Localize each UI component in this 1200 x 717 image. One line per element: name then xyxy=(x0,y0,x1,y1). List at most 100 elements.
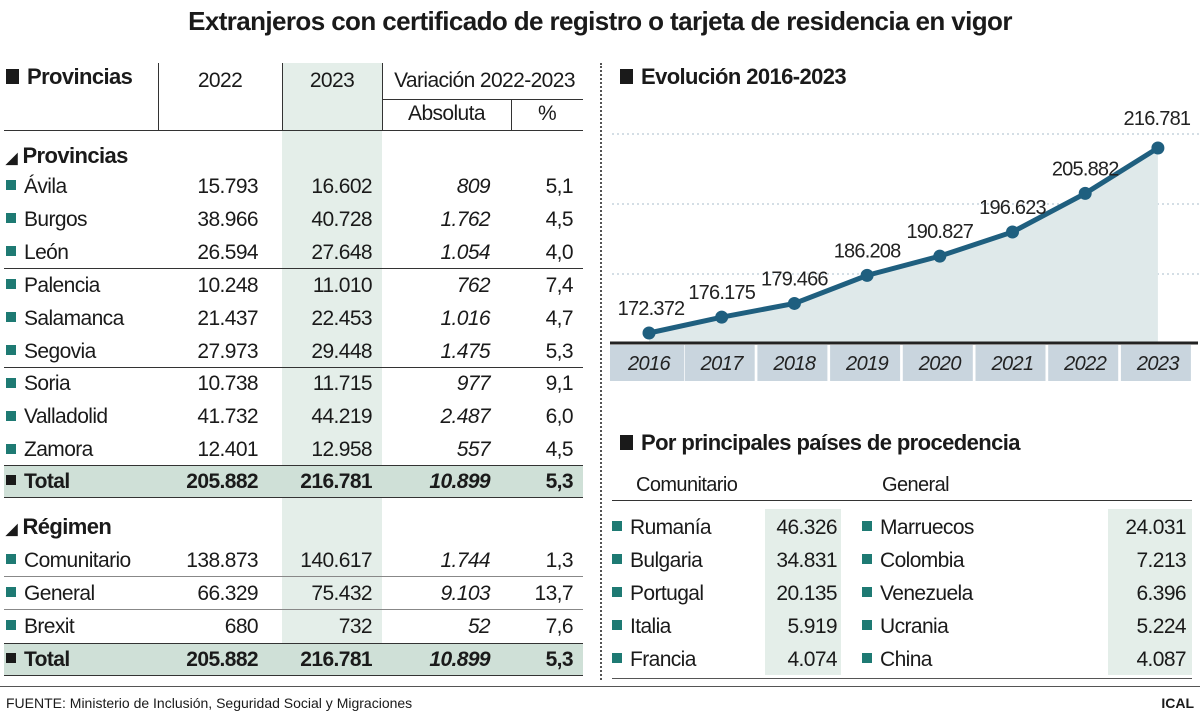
value-2023: 29.448 xyxy=(311,339,372,363)
value-absolute: 10.899 xyxy=(429,648,490,671)
country-value: 5.224 xyxy=(1136,615,1186,638)
bullet-icon xyxy=(6,554,16,565)
country-value: 24.031 xyxy=(1125,516,1186,539)
value-2022: 680 xyxy=(224,615,259,638)
row-label: Palencia xyxy=(6,275,156,296)
header-2022: 2022 xyxy=(197,69,243,92)
x-tick-label: 2023 xyxy=(1136,353,1180,375)
bullet-icon xyxy=(6,344,16,355)
data-point xyxy=(642,326,656,340)
country-value: 4.074 xyxy=(787,648,837,671)
country-name: Ucrania xyxy=(862,616,949,637)
bullet-icon xyxy=(862,587,872,598)
series-line xyxy=(648,145,1160,336)
bullet-icon xyxy=(612,554,622,565)
x-tick-label: 2020 xyxy=(918,353,962,375)
general-value-shade xyxy=(1108,509,1192,675)
value-2023: 75.432 xyxy=(311,582,372,605)
country-value: 5.919 xyxy=(787,615,837,638)
data-point xyxy=(933,249,947,263)
value-2023: 27.648 xyxy=(311,240,372,264)
col-general: General xyxy=(882,474,950,496)
value-2022: 21.437 xyxy=(197,306,258,330)
year-band xyxy=(610,345,684,381)
x-tick-label: 2021 xyxy=(990,353,1033,375)
country-name: Francia xyxy=(612,649,696,670)
row-label: Ávila xyxy=(6,176,156,197)
header-absoluta: Absoluta xyxy=(408,102,486,125)
bullet-icon xyxy=(612,620,622,631)
bullet-icon xyxy=(6,279,16,290)
source-note: FUENTE: Ministerio de Inclusión, Segurid… xyxy=(6,695,413,711)
value-2023: 12.958 xyxy=(311,438,372,462)
value-2022: 10.738 xyxy=(197,372,258,396)
value-2022: 26.594 xyxy=(197,240,258,264)
row-label: General xyxy=(6,583,156,604)
country-name: Colombia xyxy=(862,550,965,571)
data-point xyxy=(787,296,801,310)
country-name: Italia xyxy=(612,616,671,637)
country-value: 46.326 xyxy=(776,516,837,539)
brand-logo: ICAL xyxy=(1161,695,1194,711)
value-2022: 138.873 xyxy=(186,549,258,572)
value-2023: 22.453 xyxy=(311,306,372,330)
value-pct: 5,3 xyxy=(545,648,574,671)
value-absolute: 762 xyxy=(456,273,491,297)
country-value: 4.087 xyxy=(1136,648,1186,671)
data-label: 176.175 xyxy=(688,282,755,304)
year-band xyxy=(684,345,755,381)
value-pct: 5,1 xyxy=(545,175,574,198)
value-pct: 6,0 xyxy=(545,405,574,429)
value-2023: 11.010 xyxy=(312,273,373,297)
value-2023: 40.728 xyxy=(311,207,372,231)
year-band xyxy=(757,345,828,381)
comunitario-value-shade xyxy=(765,509,841,675)
value-pct: 1,3 xyxy=(545,549,574,572)
country-value: 7.213 xyxy=(1136,549,1186,572)
row-label: Comunitario xyxy=(6,550,156,571)
header-variation: Variación 2022-2023 xyxy=(394,69,575,92)
country-name: Marruecos xyxy=(862,517,974,538)
bullet-icon xyxy=(612,653,622,664)
bullet-icon xyxy=(6,587,16,598)
value-2023: 140.617 xyxy=(300,549,372,572)
x-tick-label: 2019 xyxy=(845,353,889,375)
table-header-label: Provincias xyxy=(6,66,133,88)
value-2022: 27.973 xyxy=(197,339,258,363)
year-band xyxy=(830,345,901,381)
value-2023: 216.781 xyxy=(300,470,372,493)
data-label: 179.466 xyxy=(761,268,828,290)
country-name: China xyxy=(862,649,932,670)
country-value: 20.135 xyxy=(776,582,837,605)
bullet-icon xyxy=(6,653,16,664)
x-tick-label: 2017 xyxy=(700,353,745,375)
data-label: 186.208 xyxy=(834,240,901,262)
row-label: Burgos xyxy=(6,209,156,230)
row-label: Segovia xyxy=(6,341,156,362)
row-label: Soria xyxy=(6,373,156,394)
value-pct: 7,4 xyxy=(545,273,574,297)
data-label: 190.827 xyxy=(906,221,973,243)
value-absolute: 10.899 xyxy=(429,470,490,493)
bullet-icon xyxy=(6,377,16,388)
value-2022: 10.248 xyxy=(197,273,258,297)
value-2022: 205.882 xyxy=(186,648,258,671)
value-2022: 38.966 xyxy=(197,207,258,231)
bullet-icon xyxy=(6,312,16,323)
bullet-icon xyxy=(6,180,16,191)
bullet-icon xyxy=(6,213,16,224)
country-name: Portugal xyxy=(612,583,704,604)
bullet-icon xyxy=(6,246,16,257)
column-divider xyxy=(600,63,602,680)
value-2023: 16.602 xyxy=(311,175,372,198)
value-absolute: 52 xyxy=(467,615,491,638)
x-tick-label: 2022 xyxy=(1063,353,1107,375)
value-2023: 44.219 xyxy=(311,405,372,429)
section-provincias: ◢ Provincias xyxy=(6,143,128,168)
value-2022: 12.401 xyxy=(197,438,258,462)
value-pct: 7,6 xyxy=(545,615,574,638)
country-name: Rumanía xyxy=(612,517,712,538)
value-2023: 11.715 xyxy=(312,372,373,396)
row-label: Zamora xyxy=(6,439,156,460)
row-divider xyxy=(4,367,583,368)
